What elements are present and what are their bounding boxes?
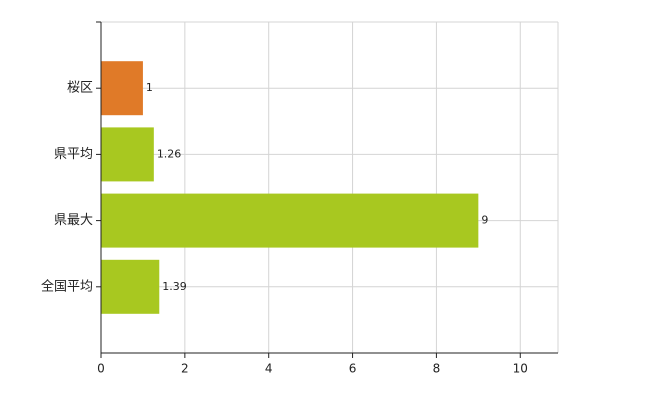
x-tick-label: 6	[349, 362, 357, 376]
data-label: 1	[146, 81, 153, 94]
y-tick-label: 桜区	[67, 81, 93, 96]
bar	[101, 61, 143, 116]
x-tick-label: 10	[513, 362, 528, 376]
bar	[101, 259, 160, 314]
data-label: 9	[481, 214, 488, 227]
bar	[101, 193, 479, 248]
x-tick-label: 8	[433, 362, 441, 376]
y-tick-label: 県平均	[54, 147, 93, 162]
y-tick-label: 全国平均	[41, 278, 93, 294]
x-tick-label: 0	[97, 362, 105, 376]
x-tick-label: 4	[265, 362, 273, 376]
y-tick-label: 県最大	[54, 213, 93, 228]
x-tick-label: 2	[181, 362, 189, 376]
data-label: 1.26	[157, 147, 182, 160]
bar	[101, 127, 154, 182]
data-label: 1.39	[162, 280, 187, 293]
